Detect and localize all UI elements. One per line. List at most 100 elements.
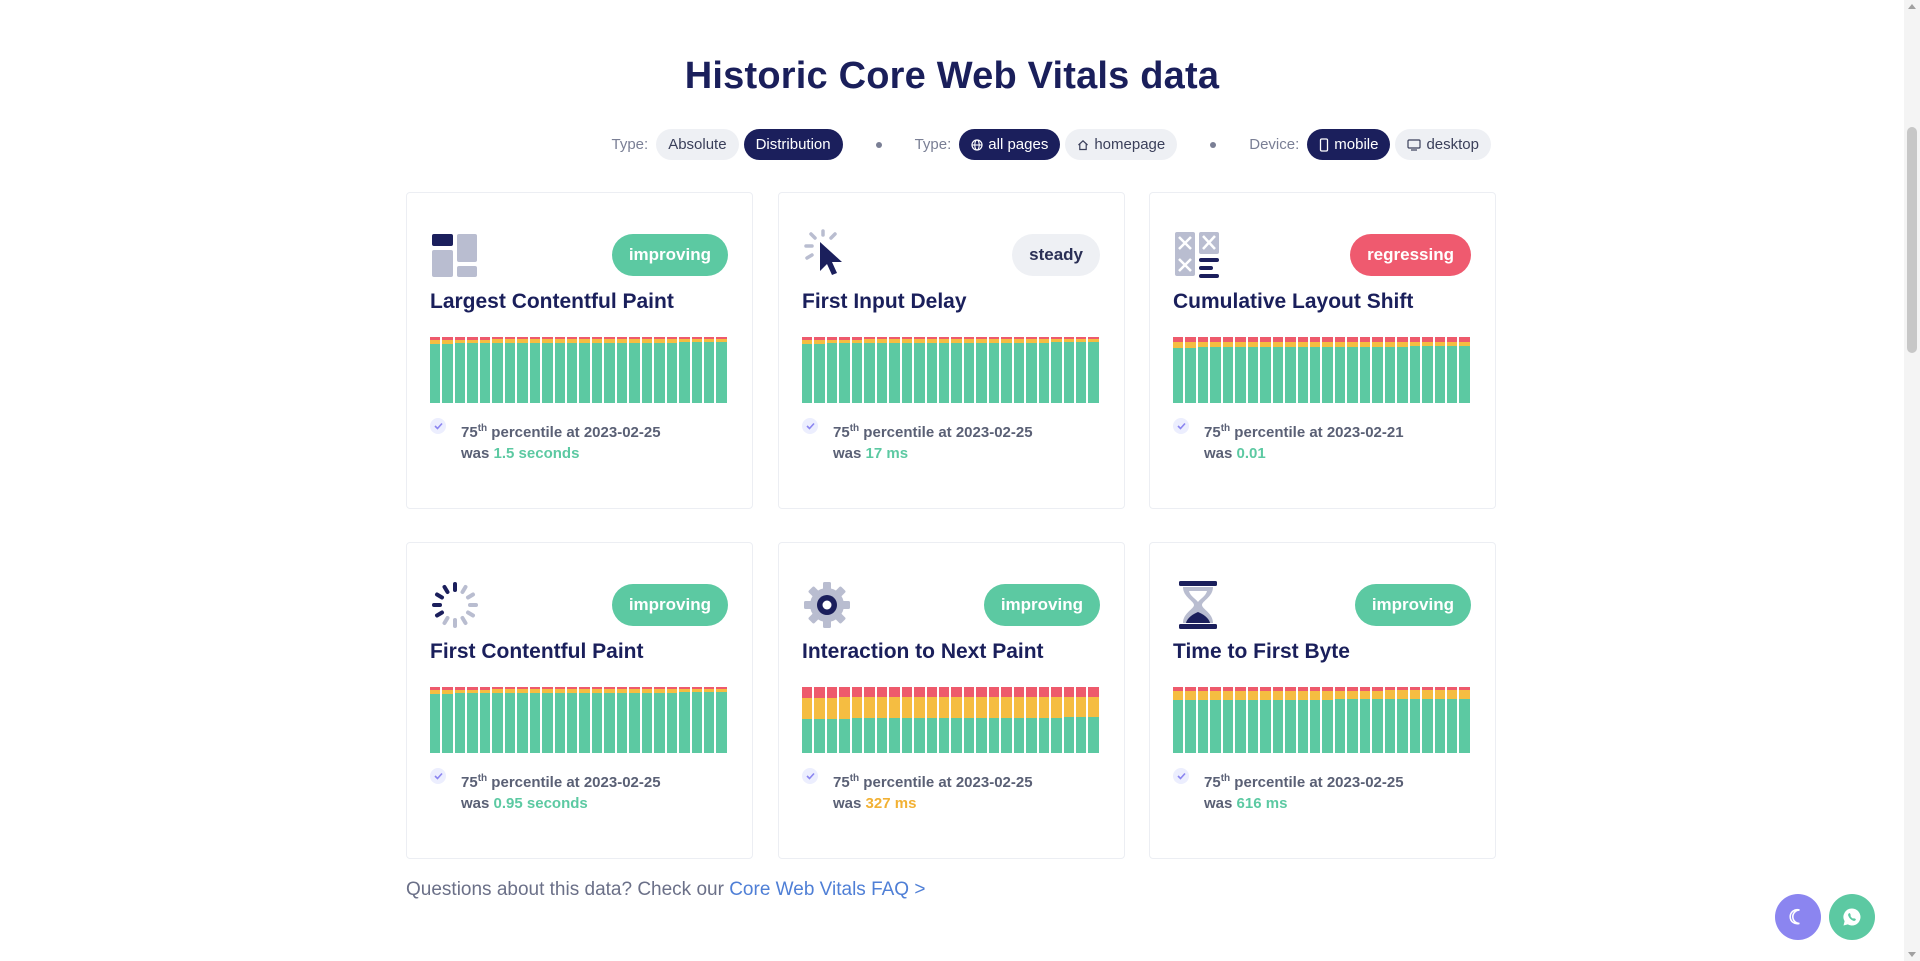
poor-segment [851, 337, 863, 340]
needs-improvement-segment [442, 689, 453, 694]
poor-segment [679, 687, 690, 690]
good-segment [901, 718, 913, 753]
desktop-toggle[interactable]: desktop [1395, 129, 1491, 160]
faq-line: Questions about this data? Check our Cor… [406, 879, 925, 901]
good-segment [1260, 347, 1271, 403]
needs-improvement-segment [1235, 690, 1246, 700]
metric-card-inp[interactable]: improving Interaction to Next Paint 75th… [778, 542, 1125, 859]
needs-improvement-segment [851, 339, 863, 344]
needs-improvement-segment [938, 697, 950, 719]
poor-segment [1013, 687, 1025, 698]
poor-segment [914, 337, 925, 340]
distribution-bar [479, 337, 491, 403]
device-filter-label: Device: [1249, 136, 1300, 153]
good-segment [703, 692, 715, 753]
distribution-bar [691, 687, 702, 753]
scroll-down-arrow[interactable] [1908, 952, 1916, 957]
needs-improvement-segment [1210, 342, 1221, 348]
good-segment [1026, 717, 1037, 753]
good-segment [851, 718, 863, 753]
needs-improvement-segment [864, 339, 875, 344]
homepage-toggle[interactable]: homepage [1065, 129, 1178, 160]
good-segment [864, 343, 875, 403]
good-segment [504, 693, 516, 753]
metric-card-ttfb[interactable]: improving Time to First Byte 75th percen… [1149, 542, 1496, 859]
layout-shift-icon [1175, 232, 1219, 278]
distribution-bar [976, 337, 987, 403]
distribution-toggle[interactable]: Distribution [743, 129, 843, 160]
good-segment [963, 342, 975, 403]
poor-segment [629, 687, 640, 690]
poor-segment [566, 337, 578, 340]
poor-segment [654, 337, 665, 340]
all-pages-toggle[interactable]: all pages [959, 129, 1061, 160]
dark-mode-button[interactable] [1775, 894, 1821, 940]
metric-card-fid[interactable]: steady First Input Delay 75th percentile… [778, 192, 1125, 509]
good-segment [1197, 700, 1209, 753]
metric-card-lcp[interactable]: improving Largest Contentful Paint 75th … [406, 192, 753, 509]
needs-improvement-segment [1001, 697, 1012, 718]
needs-improvement-segment [864, 697, 875, 719]
poor-segment [1409, 337, 1421, 342]
metric-title: Interaction to Next Paint [802, 640, 1044, 663]
needs-improvement-segment [691, 689, 702, 693]
needs-improvement-segment [554, 339, 565, 344]
metric-card-fcp[interactable]: improving First Contentful Paint 75th pe… [406, 542, 753, 859]
needs-improvement-segment [1260, 342, 1271, 348]
distribution-bar [517, 337, 528, 403]
distribution-bar [864, 687, 875, 753]
distribution-bar [901, 337, 913, 403]
distribution-bar [938, 337, 950, 403]
metric-card-cls[interactable]: regressing Cumulative Layout Shift 75th … [1149, 192, 1496, 509]
ordinal-suffix: th [477, 423, 488, 434]
needs-improvement-segment [1013, 697, 1025, 718]
poor-segment [1038, 337, 1050, 340]
faq-link[interactable]: Core Web Vitals FAQ > [729, 879, 926, 900]
distribution-bar [826, 337, 838, 403]
needs-improvement-segment [517, 689, 528, 694]
absolute-toggle[interactable]: Absolute [656, 129, 739, 160]
homepage-label: homepage [1094, 136, 1166, 153]
hourglass-icon [1179, 581, 1217, 629]
distribution-bar [529, 337, 541, 403]
percentile-text: percentile at 2023-02-25 [859, 774, 1033, 791]
good-segment [1397, 699, 1408, 753]
distribution-bar [963, 337, 975, 403]
scroll-up-arrow[interactable] [1908, 4, 1916, 9]
scrollbar-thumb[interactable] [1907, 127, 1917, 353]
distribution-bar [629, 337, 640, 403]
needs-improvement-segment [666, 689, 678, 693]
distribution-bar [666, 337, 678, 403]
percentile-number: 75 [461, 424, 478, 441]
good-segment [889, 343, 900, 403]
distribution-bar [691, 337, 702, 403]
distribution-bar [703, 687, 715, 753]
distribution-bar [679, 337, 690, 403]
distribution-bar [1247, 337, 1259, 403]
poor-segment [826, 687, 838, 698]
needs-improvement-segment [454, 339, 466, 344]
distribution-bar [938, 687, 950, 753]
poor-segment [814, 337, 825, 340]
distribution-bar [1347, 337, 1358, 403]
distribution-bar [679, 687, 690, 753]
good-segment [654, 342, 665, 403]
scrollbar[interactable] [1904, 0, 1920, 961]
good-segment [691, 342, 702, 403]
good-segment [1013, 342, 1025, 403]
mobile-toggle[interactable]: mobile [1307, 129, 1391, 160]
good-segment [1088, 717, 1099, 753]
good-segment [1235, 347, 1246, 403]
whatsapp-button[interactable] [1829, 894, 1875, 940]
needs-improvement-segment [1384, 690, 1396, 700]
needs-improvement-segment [839, 339, 850, 344]
poor-segment [901, 337, 913, 340]
distribution-bar [814, 337, 825, 403]
needs-improvement-segment [604, 339, 615, 343]
distribution-bar [1322, 337, 1333, 403]
needs-improvement-segment [641, 339, 653, 343]
good-segment [442, 343, 453, 403]
cursor-click-icon [804, 229, 842, 275]
good-segment [1334, 699, 1346, 753]
faq-text: Questions about this data? Check our [406, 879, 730, 900]
